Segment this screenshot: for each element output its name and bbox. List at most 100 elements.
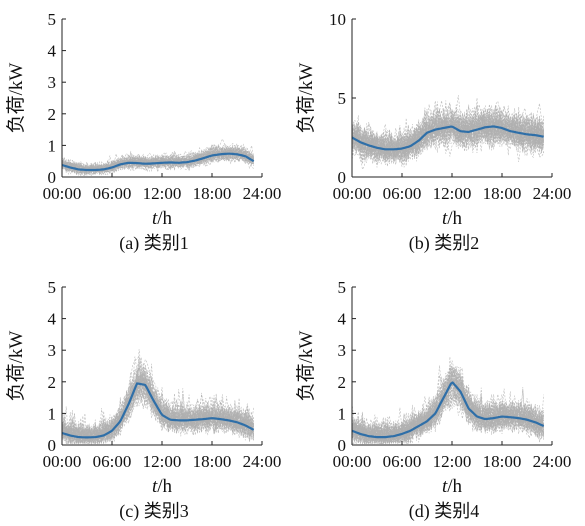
y-tick-label: 1	[48, 404, 57, 423]
y-tick-label: 5	[338, 278, 347, 297]
x-tick-label: 00:00	[43, 452, 82, 471]
sample-curve	[351, 127, 544, 166]
sample-curve	[61, 147, 254, 173]
x-tick-label: 12:00	[433, 452, 472, 471]
sample-curve	[351, 371, 544, 445]
y-tick-label: 0	[48, 436, 57, 455]
y-tick-label: 1	[338, 404, 347, 423]
sample-curve	[351, 378, 544, 444]
x-axis-label-variable: t	[442, 208, 448, 229]
sample-curve	[61, 365, 254, 444]
sample-curve	[61, 146, 254, 174]
sample-curve	[351, 100, 544, 157]
y-tick-label: 3	[338, 341, 347, 360]
mean-line	[351, 125, 544, 151]
panel-caption: (b) 类别2	[409, 233, 480, 254]
sample-curve	[351, 376, 544, 442]
sample-curve	[351, 114, 544, 160]
sample-curve	[351, 366, 544, 444]
y-tick-label: 2	[48, 373, 57, 392]
sample-curve	[351, 377, 544, 444]
y-axis-label: 负荷/kW	[295, 63, 317, 134]
chart-panel-3: 0 1 2 3 4 5 00:00 06:00 12:00 18:00 24:00 负荷/kW t/h (…	[5, 278, 281, 522]
y-tick-label: 3	[48, 341, 57, 360]
mean-line	[61, 152, 255, 172]
x-tick-label: 18:00	[193, 452, 232, 471]
x-axis-label-unit: /h	[157, 476, 172, 497]
sample-curve	[351, 111, 544, 157]
x-axis-label-unit: /h	[157, 208, 172, 229]
sample-curve	[351, 394, 544, 445]
x-axis-label: t/h	[442, 208, 463, 229]
y-tick-label: 1	[48, 136, 57, 155]
x-tick-label: 06:00	[93, 452, 132, 471]
sample-curve	[351, 112, 544, 162]
sample-curve	[61, 355, 254, 444]
sample-curve	[351, 367, 544, 445]
sample-curve	[61, 142, 254, 175]
sample-curve	[61, 388, 254, 444]
x-tick-label: 18:00	[483, 452, 522, 471]
chart-panel-2: 0 5 10 00:00 06:00 12:00 18:00 24:00 负荷/kW t/h (b)…	[295, 10, 571, 254]
sample-curve	[351, 381, 544, 442]
x-tick-label: 18:00	[193, 184, 232, 203]
x-axis-label: t/h	[152, 208, 173, 229]
x-axis-label-variable: t	[442, 476, 448, 497]
sample-curve	[61, 375, 254, 445]
y-tick-label: 0	[338, 436, 347, 455]
sample-curve	[61, 374, 254, 443]
y-tick-label: 0	[338, 168, 347, 187]
x-tick-label: 06:00	[383, 452, 422, 471]
sample-curve	[61, 365, 254, 442]
sample-curve	[61, 149, 254, 175]
sample-curve	[61, 367, 254, 444]
sample-curve	[61, 378, 254, 443]
sample-curves	[61, 349, 254, 445]
y-tick-label: 10	[329, 10, 346, 29]
x-axis-label: t/h	[442, 476, 463, 497]
sample-curve	[351, 384, 544, 445]
x-tick-label: 24:00	[243, 452, 282, 471]
x-tick-label: 00:00	[333, 452, 372, 471]
y-tick-label: 2	[48, 105, 57, 124]
panel-caption: (a) 类别1	[119, 233, 188, 254]
x-tick-label: 00:00	[43, 184, 82, 203]
x-tick-label: 00:00	[333, 184, 372, 203]
x-axis-label-variable: t	[152, 476, 158, 497]
sample-curve	[351, 109, 544, 159]
x-axis-label-unit: /h	[447, 476, 462, 497]
x-tick-label: 12:00	[143, 452, 182, 471]
x-tick-label: 06:00	[383, 184, 422, 203]
x-axis-label-unit: /h	[447, 208, 462, 229]
y-tick-label: 4	[48, 310, 57, 329]
sample-curve	[351, 122, 544, 166]
x-tick-label: 24:00	[243, 184, 282, 203]
sample-curve	[61, 148, 254, 172]
sample-curve	[61, 146, 254, 175]
sample-curve	[61, 383, 254, 445]
sample-curve	[61, 151, 254, 174]
chart-panels: 0 1 2 3 4 5 00:00 06:00 12:00 18:00 24:00 负荷/kW t/h (…	[5, 10, 571, 522]
y-tick-label: 5	[48, 10, 57, 29]
y-tick-label: 5	[338, 89, 347, 108]
x-axis-label: t/h	[152, 476, 173, 497]
y-tick-label: 3	[48, 73, 57, 92]
sample-curve	[61, 367, 254, 445]
sample-curve	[351, 109, 544, 159]
sample-curve	[62, 389, 254, 445]
y-axis-label: 负荷/kW	[295, 331, 317, 402]
x-tick-label: 18:00	[483, 184, 522, 203]
y-tick-label: 0	[48, 168, 57, 187]
panel-caption: (c) 类别3	[119, 501, 188, 522]
mean-line	[351, 381, 545, 439]
sample-curve	[351, 371, 544, 445]
sample-curve	[351, 369, 544, 444]
y-axis-label: 负荷/kW	[5, 63, 27, 134]
panel-caption: (d) 类别4	[409, 501, 480, 522]
x-tick-label: 06:00	[93, 184, 132, 203]
chart-panel-1: 0 1 2 3 4 5 00:00 06:00 12:00 18:00 24:00 负荷/kW t/h (…	[5, 10, 281, 254]
y-tick-label: 4	[48, 42, 57, 61]
y-tick-label: 4	[338, 310, 347, 329]
sample-curve	[351, 360, 544, 441]
